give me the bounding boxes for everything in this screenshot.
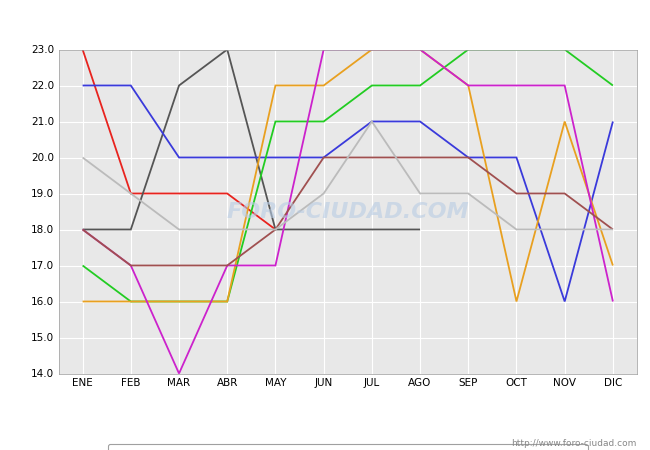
Text: http://www.foro-ciudad.com: http://www.foro-ciudad.com xyxy=(512,439,637,448)
Legend: 2024, 2023, 2022, 2021, 2020, 2019, 2018, 2017: 2024, 2023, 2022, 2021, 2020, 2019, 2018… xyxy=(108,444,588,450)
Text: FORO-CIUDAD.COM: FORO-CIUDAD.COM xyxy=(226,202,469,221)
Text: Afiliados en Horcajo de Montemayor a 31/5/2024: Afiliados en Horcajo de Montemayor a 31/… xyxy=(138,18,512,33)
